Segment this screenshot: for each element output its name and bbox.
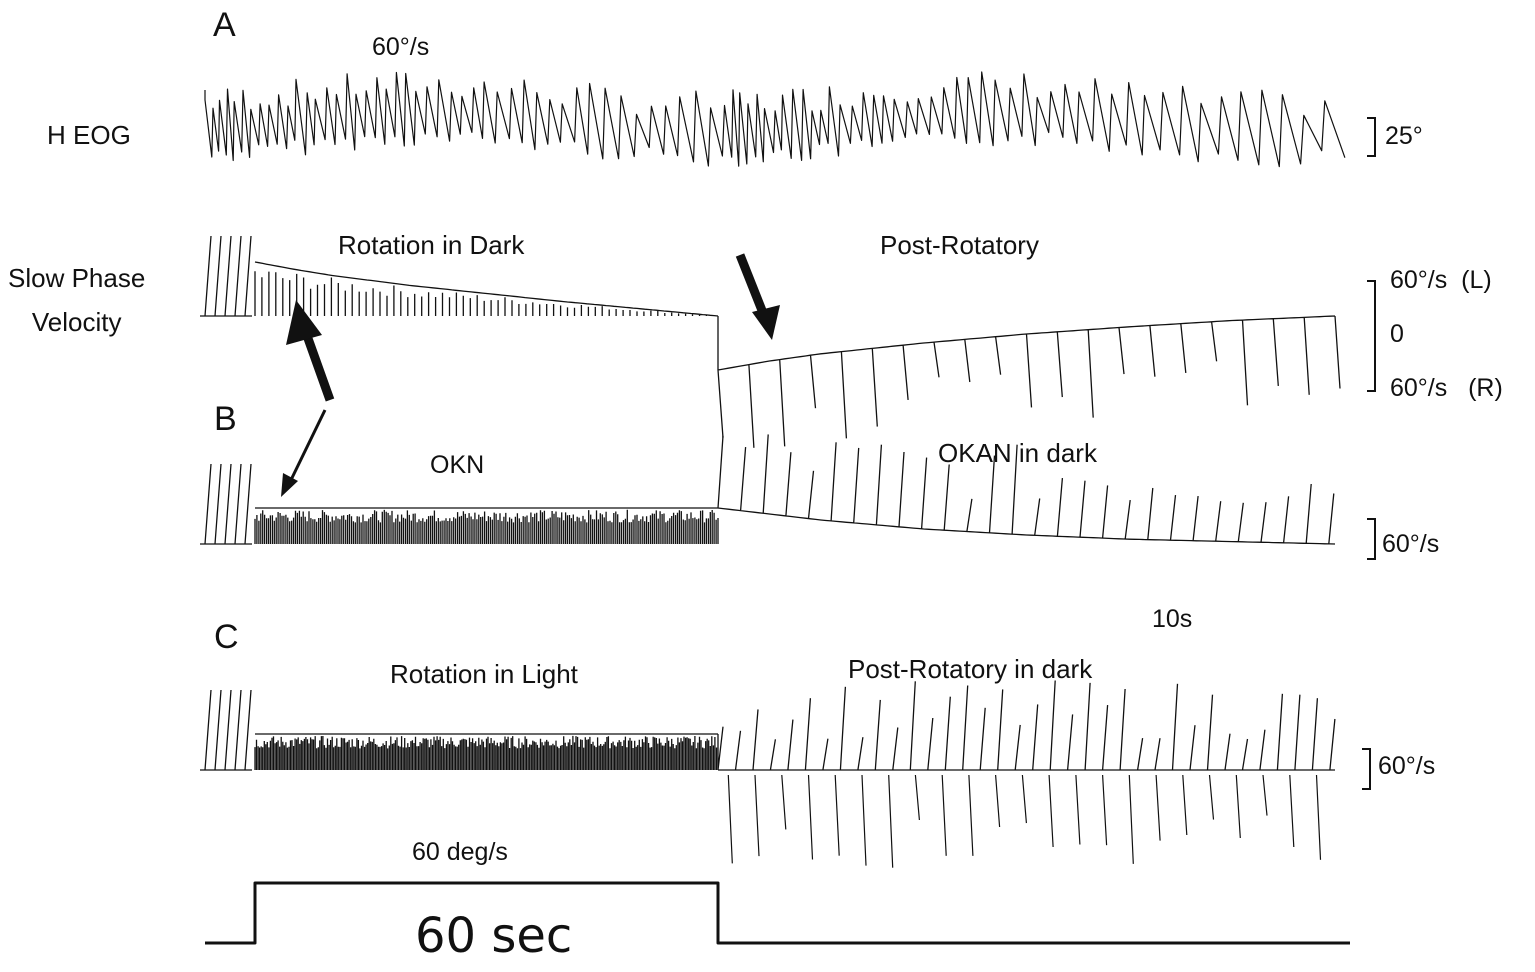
heog-scale-label: 25° [1385,122,1423,150]
panel-b-okan-label: OKAN in dark [938,438,1097,468]
panel-a-line [200,235,1341,448]
panel-b-scale-label: 60°/s [1382,530,1440,558]
arrow-a-left-shaft [300,328,335,402]
panel-a-scale-right: 60°/s (R) [1390,374,1503,402]
heog-trace-line [204,71,1346,168]
panel-a-speed-label: 60°/s [372,33,430,61]
arrow-b-head [281,473,298,497]
arrow-post-head [752,305,780,340]
arrows [281,253,780,497]
heog-scale-bar [1367,117,1376,157]
stimulus-step-trace [205,881,1350,945]
panel-b-line [200,434,1336,545]
stimulus-duration-label: 60 sec [415,908,573,964]
panel-a-scale-zero: 0 [1390,320,1404,348]
arrow-b-shaft [288,409,327,483]
panel-label-c: C [214,618,239,656]
panel-a-slow-phase-velocity-trace [200,235,1341,448]
panel-c-rotation-trace [200,680,1336,868]
panel-a-scale-left: 60°/s (L) [1390,266,1492,294]
panel-label-a: A [213,6,236,44]
panel-b-scale-bar [1367,518,1376,560]
arrow-post-shaft [735,253,770,320]
stimulus-speed-label: 60 deg/s [412,838,508,866]
arrow-a-left-head [286,300,322,345]
panel-a-velocity-scale-bar [1367,280,1376,392]
heog-label: H EOG [47,120,131,150]
panel-c-time-scale: 10s [1152,605,1193,633]
spv-label: Slow Phase Velocity [8,263,146,337]
panel-a-post-label: Post-Rotatory [880,230,1039,260]
panel-a-rotation-label: Rotation in Dark [338,230,525,260]
panel-c-line [200,680,1336,771]
panel-b-okn-trace [200,434,1336,545]
panel-c-downward-spikes [727,774,1322,868]
stimulus-step-line [205,881,1350,945]
panel-c-rotation-label: Rotation in Light [390,659,578,689]
panel-b-okn-label: OKN [430,451,485,479]
heog-trace [204,71,1346,168]
panel-c-scale-label: 60°/s [1378,752,1436,780]
panel-label-b: B [214,400,237,438]
panel-c-scale-bar [1362,748,1371,790]
panel-c-post-label: Post-Rotatory in dark [848,654,1093,684]
